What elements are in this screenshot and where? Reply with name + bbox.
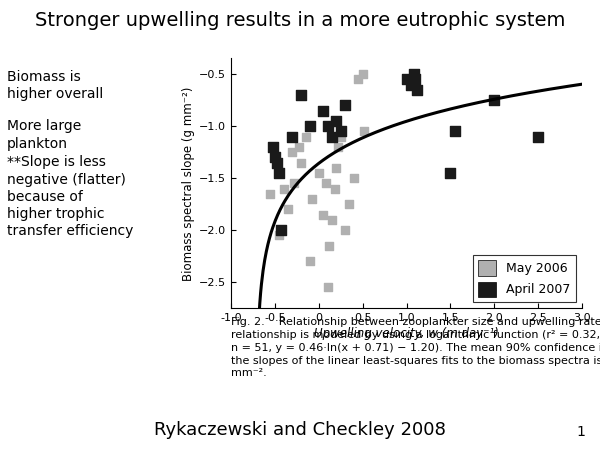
Point	[327, 216, 337, 223]
Point	[319, 211, 328, 218]
Point	[296, 91, 306, 99]
Point	[323, 122, 332, 130]
Point	[327, 133, 337, 140]
Point	[490, 96, 499, 104]
Text: Rykaczewski and Checkley 2008: Rykaczewski and Checkley 2008	[154, 421, 446, 439]
Point	[319, 107, 328, 114]
Point	[276, 227, 286, 234]
Point	[295, 144, 304, 151]
Point	[402, 76, 412, 83]
Point	[272, 159, 281, 166]
Point	[533, 133, 543, 140]
Point	[332, 117, 341, 125]
Legend: May 2006, April 2007: May 2006, April 2007	[473, 255, 576, 302]
Point	[279, 185, 289, 192]
Point	[450, 128, 460, 135]
Point	[410, 76, 420, 83]
Point	[332, 164, 341, 171]
Point	[314, 169, 323, 176]
Point	[359, 128, 369, 135]
Point	[333, 144, 343, 151]
Point	[268, 144, 278, 151]
Point	[446, 169, 455, 176]
Point	[349, 175, 359, 182]
Point	[266, 190, 275, 198]
Point	[336, 133, 346, 140]
Point	[353, 76, 363, 83]
Text: Stronger upwelling results in a more eutrophic system: Stronger upwelling results in a more eut…	[35, 11, 565, 30]
Point	[412, 86, 422, 93]
Point	[358, 71, 367, 78]
Point	[340, 227, 350, 234]
Point	[305, 258, 315, 265]
Point	[409, 71, 418, 78]
Point	[325, 242, 334, 249]
Y-axis label: Biomass spectral slope (g mm⁻²): Biomass spectral slope (g mm⁻²)	[182, 86, 195, 280]
Text: 1: 1	[576, 425, 585, 439]
Text: More large
plankton: More large plankton	[7, 119, 82, 151]
Point	[321, 180, 331, 187]
Point	[330, 185, 340, 192]
Point	[289, 180, 299, 187]
X-axis label: Upwelling velocity, w (m day⁻¹): Upwelling velocity, w (m day⁻¹)	[314, 327, 499, 340]
Point	[287, 133, 297, 140]
Point	[274, 169, 284, 176]
Point	[301, 133, 310, 140]
Point	[287, 148, 297, 156]
Point	[274, 232, 284, 239]
Point	[270, 154, 280, 161]
Point	[336, 128, 346, 135]
Point	[296, 159, 306, 166]
Text: Fig. 2.    Relationship between zooplankter size and upwelling rate. This
relati: Fig. 2. Relationship between zooplankter…	[231, 317, 600, 378]
Point	[323, 284, 332, 291]
Point	[340, 102, 350, 109]
Point	[305, 122, 315, 130]
Text: Biomass is
higher overall: Biomass is higher overall	[7, 70, 103, 101]
Point	[344, 201, 354, 208]
Point	[283, 206, 293, 213]
Point	[406, 81, 416, 88]
Point	[307, 195, 317, 203]
Text: **Slope is less
negative (flatter)
because of
higher trophic
transfer efficiency: **Slope is less negative (flatter) becau…	[7, 155, 134, 239]
